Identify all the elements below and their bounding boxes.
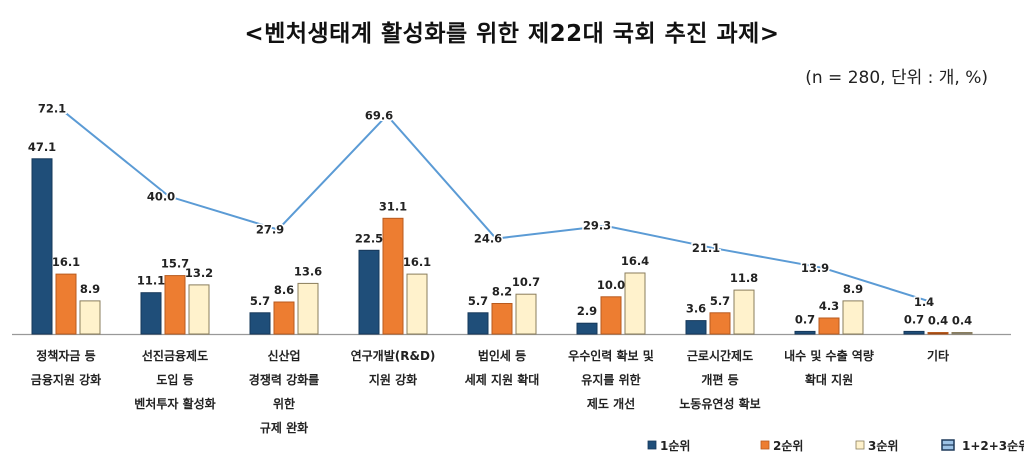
bar-2-5: [600, 296, 622, 335]
line-value-label: 29.3: [583, 219, 611, 233]
line-value-label: 27.9: [256, 223, 284, 237]
bar-value-label: 11.8: [730, 271, 758, 285]
bar-1-4: [467, 312, 489, 335]
line-value-label: 72.1: [38, 101, 66, 115]
category-label: 선진금융제도: [142, 348, 208, 363]
category-label: 확대 지원: [805, 372, 853, 387]
bar-value-label: 31.1: [379, 199, 407, 213]
category-label: 노동유연성 확보: [679, 396, 760, 411]
category-label: 연구개발(R&D): [351, 348, 436, 363]
line-value-label: 13.9: [801, 261, 829, 275]
category-label: 지원 강화: [369, 372, 417, 387]
bar-value-label: 10.7: [512, 275, 540, 289]
category-label: 제도 개선: [587, 396, 635, 411]
category-label: 우수인력 확보 및: [568, 348, 654, 363]
bar-value-label: 22.5: [355, 231, 383, 245]
category-label: 규제 완화: [260, 420, 308, 435]
bar-value-label: 15.7: [161, 257, 189, 271]
bar-value-label: 0.4: [928, 314, 948, 328]
category-label: 근로시간제도: [687, 348, 753, 363]
bar-3-3: [406, 273, 428, 335]
category-label: 경쟁력 강화를: [249, 372, 319, 387]
bar-value-label: 5.7: [710, 294, 730, 308]
category-label: 위한: [273, 396, 295, 411]
category-label: 유지를 위한: [581, 372, 640, 387]
bar-value-label: 8.9: [80, 282, 100, 296]
bar-2-4: [491, 302, 513, 335]
bar-3-8: [951, 332, 973, 335]
bar-value-label: 0.7: [795, 312, 815, 326]
bar-3-6: [733, 289, 755, 335]
bar-3-7: [842, 300, 864, 335]
legend-label: 1+2+3순위: [962, 439, 1024, 453]
chart-subtitle: (n = 280, 단위 : 개, %): [805, 68, 988, 88]
bar-3-5: [624, 272, 646, 335]
category-label: 도입 등: [156, 373, 193, 387]
legend-swatch-2: [760, 440, 770, 450]
bar-value-label: 10.0: [597, 278, 625, 292]
bar-value-label: 8.6: [274, 283, 294, 297]
category-label: 기타: [927, 348, 949, 363]
category-label: 신산업: [267, 348, 300, 363]
bar-1-2: [249, 312, 271, 335]
category-label: 정책자금 등: [36, 348, 95, 363]
bar-value-label: 13.6: [294, 264, 322, 278]
bar-2-6: [709, 312, 731, 335]
bar-value-label: 16.1: [403, 255, 431, 269]
bar-3-4: [515, 293, 537, 335]
bar-value-label: 0.4: [952, 314, 972, 328]
bar-value-label: 2.9: [577, 304, 597, 318]
bar-value-label: 11.1: [137, 274, 165, 288]
bar-3-0: [79, 300, 101, 335]
bar-value-label: 5.7: [468, 294, 488, 308]
bar-value-label: 16.4: [621, 254, 649, 268]
category-label: 내수 및 수출 역량: [784, 348, 874, 363]
bar-value-label: 8.2: [492, 284, 512, 298]
bar-1-7: [794, 330, 816, 335]
chart-title: <벤처생태계 활성화를 위한 제22대 국회 추진 과제>: [244, 21, 780, 47]
legend-swatch-3: [855, 440, 865, 450]
line-value-label: 69.6: [365, 108, 393, 122]
bar-1-8: [903, 330, 925, 335]
total-line: [59, 107, 933, 304]
bar-value-label: 16.1: [52, 255, 80, 269]
line-value-label: 24.6: [474, 232, 502, 246]
bar-2-7: [818, 317, 840, 335]
bar-3-1: [188, 284, 210, 335]
bar-value-label: 47.1: [28, 140, 56, 154]
legend-label: 1순위: [660, 439, 690, 453]
bar-value-label: 0.7: [904, 312, 924, 326]
bar-2-8: [927, 332, 949, 335]
legend-swatch-1: [647, 440, 657, 450]
category-label: 금융지원 강화: [31, 372, 101, 387]
bar-3-2: [297, 282, 319, 335]
bar-value-label: 4.3: [819, 299, 839, 313]
bar-1-5: [576, 322, 598, 335]
bar-value-label: 5.7: [250, 294, 270, 308]
line-value-label: 40.0: [147, 189, 175, 203]
legend-label: 3순위: [868, 439, 898, 453]
category-label: 세제 지원 확대: [465, 372, 540, 387]
category-label: 법인세 등: [478, 348, 526, 363]
bar-2-1: [164, 275, 186, 335]
bar-1-3: [358, 249, 380, 335]
category-label: 벤처투자 활성화: [134, 396, 215, 411]
legend-label: 2순위: [773, 439, 803, 453]
bar-2-0: [55, 273, 77, 335]
bar-2-3: [382, 217, 404, 335]
bar-value-label: 8.9: [843, 282, 863, 296]
bar-value-label: 13.2: [185, 266, 213, 280]
category-label: 개편 등: [701, 372, 738, 387]
bar-1-6: [685, 320, 707, 335]
line-value-label: 21.1: [692, 241, 720, 255]
bar-value-label: 3.6: [686, 302, 706, 316]
bar-2-2: [273, 301, 295, 335]
bar-1-0: [31, 158, 53, 335]
line-value-label: 1.4: [914, 295, 934, 309]
bar-1-1: [140, 292, 162, 335]
